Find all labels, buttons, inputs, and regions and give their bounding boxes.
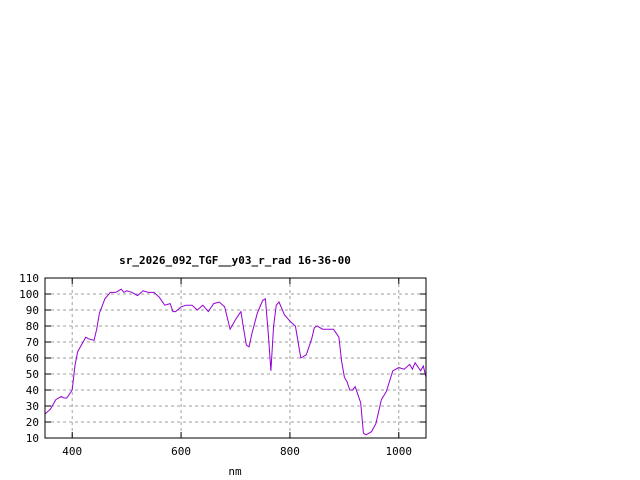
y-tick-label: 110: [19, 272, 39, 285]
x-tick-label: 1000: [386, 445, 413, 458]
chart-title: sr_2026_092_TGF__y03_r_rad 16-36-00: [119, 254, 351, 267]
y-tick-label: 60: [26, 352, 39, 365]
x-axis-label: nm: [228, 465, 242, 478]
y-tick-label: 40: [26, 384, 39, 397]
y-tick-label: 20: [26, 416, 39, 429]
y-tick-label: 90: [26, 304, 39, 317]
y-tick-label: 50: [26, 368, 39, 381]
y-tick-label: 80: [26, 320, 39, 333]
plot-border: [44, 277, 427, 439]
ticks: 10 20 30 40 50 60 70 80 90 100 110 400 600 800 1000: [19, 272, 426, 458]
series-line: [44, 288, 427, 436]
grid: [45, 278, 426, 438]
y-tick-label: 30: [26, 400, 39, 413]
x-tick-label: 600: [171, 445, 191, 458]
y-tick-label: 100: [19, 288, 39, 301]
x-tick-label: 400: [62, 445, 82, 458]
y-tick-label: 70: [26, 336, 39, 349]
y-tick-label: 10: [26, 432, 39, 445]
x-tick-label: 800: [280, 445, 300, 458]
